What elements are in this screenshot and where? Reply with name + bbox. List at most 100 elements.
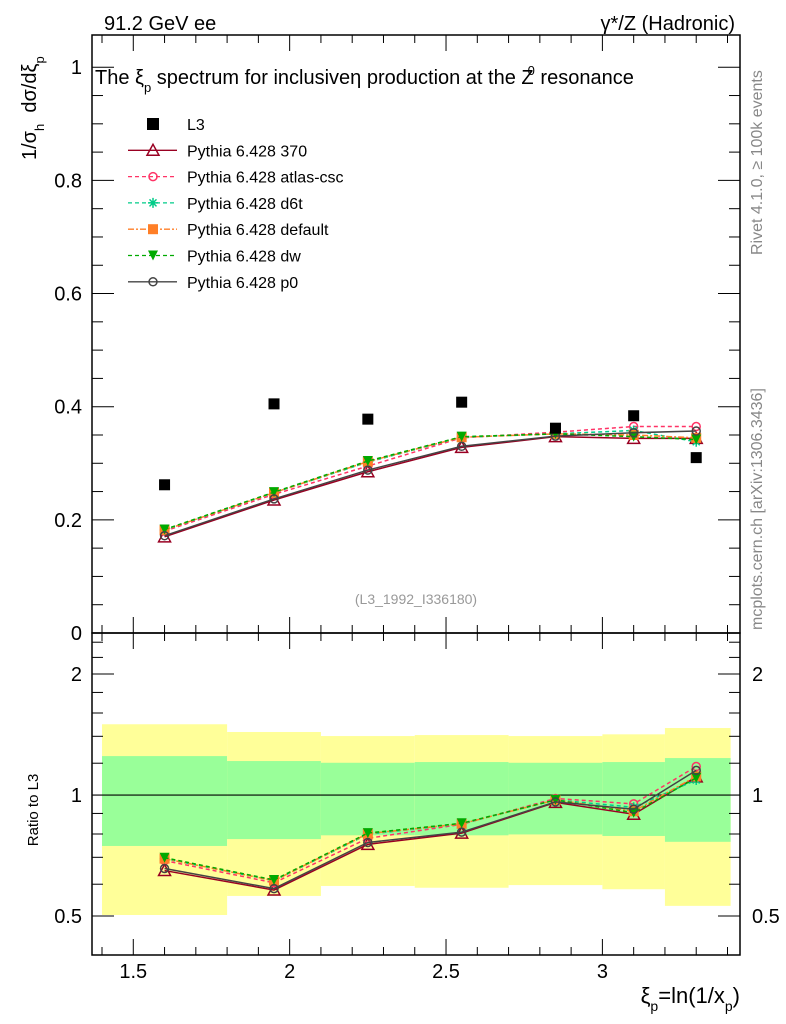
ylabel-part: 1/σ bbox=[19, 130, 41, 160]
ratio-bands bbox=[92, 724, 740, 916]
title-subscript: p bbox=[144, 80, 151, 95]
ratio-tick-label: 0.5 bbox=[54, 906, 82, 928]
ratio-tick-label-right: 1 bbox=[752, 785, 763, 807]
circle-marker bbox=[269, 494, 279, 504]
legend-label: Pythia 6.428 default bbox=[187, 222, 329, 239]
ratio-y-axis-label: Ratio to L3 bbox=[25, 774, 42, 847]
square-marker bbox=[159, 479, 171, 491]
stat-uncertainty-band bbox=[602, 762, 665, 836]
ylabel-part: dσ/dξ bbox=[19, 63, 41, 123]
legend-entry: Pythia 6.428 p0 bbox=[128, 275, 298, 292]
xlabel-subscript: p bbox=[650, 998, 658, 1014]
x-tick-label: 1.5 bbox=[119, 961, 147, 983]
circle-marker bbox=[159, 530, 170, 541]
square-marker bbox=[690, 452, 702, 464]
ratio-tick-label: 1 bbox=[71, 785, 82, 807]
legend-entry: Pythia 6.428 dw bbox=[128, 249, 301, 266]
x-tick-label: 3 bbox=[597, 961, 608, 983]
circle-marker bbox=[550, 797, 561, 807]
legend-entry: L3 bbox=[147, 117, 205, 134]
analysis-watermark: (L3_1992_I336180) bbox=[355, 591, 477, 607]
square-marker bbox=[362, 413, 374, 425]
legend-label: Pythia 6.428 p0 bbox=[187, 275, 298, 292]
y-tick-label: 1 bbox=[71, 57, 82, 79]
title-part: spectrum for inclusiveη production at th… bbox=[151, 67, 533, 89]
chart-marks bbox=[157, 396, 704, 896]
legend-label: L3 bbox=[187, 117, 205, 134]
square-marker bbox=[628, 410, 640, 422]
square-marker bbox=[268, 398, 280, 410]
circle-marker bbox=[363, 465, 373, 475]
mcplots-label: mcplots.cern.ch [arXiv:1306.3436] bbox=[749, 388, 766, 630]
triangle-down-marker bbox=[456, 431, 467, 442]
legend: L3 Pythia 6.428 370 Pythia 6.428 atlas-csc… bbox=[128, 117, 344, 292]
triangle-down-marker bbox=[691, 772, 702, 783]
legend-label: Pythia 6.428 atlas-csc bbox=[187, 170, 344, 187]
square-marker bbox=[549, 422, 561, 434]
triangle-down-marker bbox=[269, 487, 280, 498]
triangle-down-marker bbox=[159, 852, 170, 863]
triangle-down-marker bbox=[550, 794, 561, 805]
triangle-down-marker bbox=[691, 434, 702, 445]
triangle-marker bbox=[157, 862, 172, 877]
circle-marker bbox=[456, 441, 467, 452]
x-tick-label: 2.5 bbox=[432, 961, 460, 983]
star-marker bbox=[148, 197, 158, 208]
circle-marker bbox=[148, 277, 158, 287]
circle-marker bbox=[269, 883, 279, 894]
y-axis-label: 1/σh dσ/dξp bbox=[19, 56, 47, 160]
stat-uncertainty-band bbox=[102, 756, 228, 846]
ratio-tick-label-right: 0.5 bbox=[752, 906, 780, 928]
stat-uncertainty-band bbox=[227, 761, 321, 840]
triangle-down-marker bbox=[362, 828, 373, 839]
series-line bbox=[164, 433, 697, 531]
legend-entry: Pythia 6.428 d6t bbox=[128, 196, 303, 213]
circle-marker bbox=[456, 827, 467, 837]
ylabel-subscript: p bbox=[32, 56, 47, 63]
series-line bbox=[164, 435, 697, 538]
header-right: γ*/Z (Hadronic) bbox=[601, 13, 735, 35]
circle-marker bbox=[691, 421, 701, 432]
triangle-down-marker bbox=[362, 456, 373, 467]
legend-entry: Pythia 6.428 370 bbox=[128, 142, 307, 160]
circle-marker bbox=[148, 171, 158, 182]
x-tick-label: 2 bbox=[284, 961, 295, 983]
ratio-tick-label-right: 2 bbox=[752, 664, 763, 686]
plot-title: The ξp spectrum for inclusiveη productio… bbox=[95, 63, 634, 95]
triangle-down-marker bbox=[148, 250, 158, 261]
xlabel-subscript: p bbox=[725, 998, 733, 1014]
y-tick-label: 0 bbox=[71, 623, 82, 645]
ratio-panel-frame bbox=[91, 632, 741, 956]
triangle-marker bbox=[266, 882, 282, 896]
triangle-down-marker bbox=[159, 524, 170, 535]
square-marker bbox=[456, 396, 468, 408]
xlabel-part: ) bbox=[733, 983, 740, 1008]
triangle-marker bbox=[157, 529, 172, 543]
y-tick-label: 0.4 bbox=[54, 397, 82, 419]
y-tick-label: 0.2 bbox=[54, 510, 82, 532]
circle-marker bbox=[159, 863, 170, 874]
legend-entry: Pythia 6.428 atlas-csc bbox=[128, 170, 344, 187]
stat-uncertainty-band bbox=[320, 762, 415, 836]
circle-marker bbox=[628, 427, 639, 438]
legend-label: Pythia 6.428 370 bbox=[187, 143, 307, 160]
header-left: 91.2 GeV ee bbox=[104, 13, 216, 35]
ratio-series-line bbox=[164, 769, 697, 890]
xlabel-part: =ln(1/x bbox=[658, 983, 725, 1008]
circle-marker bbox=[363, 837, 373, 848]
ratio-tick-label: 2 bbox=[71, 664, 82, 686]
legend-entry: Pythia 6.428 default bbox=[128, 222, 329, 239]
circle-marker bbox=[628, 804, 639, 814]
triangle-marker bbox=[145, 142, 161, 157]
y-tick-label: 0.8 bbox=[54, 170, 82, 192]
x-axis-label: ξp=ln(1/xp) bbox=[641, 983, 740, 1014]
legend-label: Pythia 6.428 dw bbox=[187, 249, 301, 266]
triangle-down-marker bbox=[269, 874, 280, 885]
title-part: The ξ bbox=[95, 67, 144, 89]
circle-marker bbox=[691, 765, 701, 776]
square-marker bbox=[148, 224, 158, 235]
rivet-version-label: Rivet 4.1.0, ≥ 100k events bbox=[749, 70, 766, 255]
triangle-down-marker bbox=[456, 818, 467, 829]
title-part: resonance bbox=[535, 67, 634, 89]
